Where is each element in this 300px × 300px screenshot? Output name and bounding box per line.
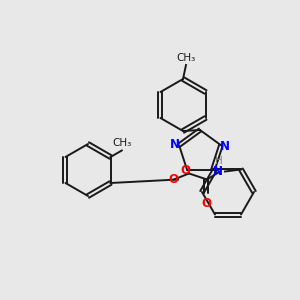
Text: O: O (168, 173, 178, 186)
Text: H: H (215, 157, 223, 166)
Text: N: N (170, 138, 180, 151)
Text: O: O (180, 164, 190, 177)
Text: O: O (201, 197, 211, 211)
Text: N: N (220, 140, 230, 153)
Text: CH₃: CH₃ (176, 53, 196, 63)
Text: CH₃: CH₃ (112, 139, 131, 148)
Text: N: N (213, 165, 223, 178)
